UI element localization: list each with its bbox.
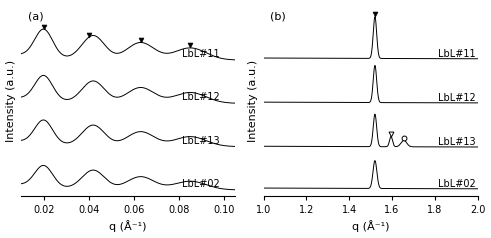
Y-axis label: Intensity (a.u.): Intensity (a.u.) [248, 60, 258, 142]
Text: LbL#11: LbL#11 [182, 49, 219, 59]
X-axis label: q (Å⁻¹): q (Å⁻¹) [352, 221, 389, 233]
Text: LbL#12: LbL#12 [438, 93, 476, 103]
Text: LbL#12: LbL#12 [182, 93, 219, 103]
Text: LbL#13: LbL#13 [438, 137, 476, 147]
Text: (a): (a) [27, 11, 43, 21]
Y-axis label: Intensity (a.u.): Intensity (a.u.) [5, 60, 16, 142]
Text: LbL#02: LbL#02 [182, 179, 219, 189]
Text: LbL#13: LbL#13 [182, 136, 219, 146]
Text: (b): (b) [270, 11, 286, 21]
Text: LbL#11: LbL#11 [438, 49, 476, 59]
X-axis label: q (Å⁻¹): q (Å⁻¹) [109, 221, 147, 233]
Text: LbL#02: LbL#02 [438, 179, 476, 189]
